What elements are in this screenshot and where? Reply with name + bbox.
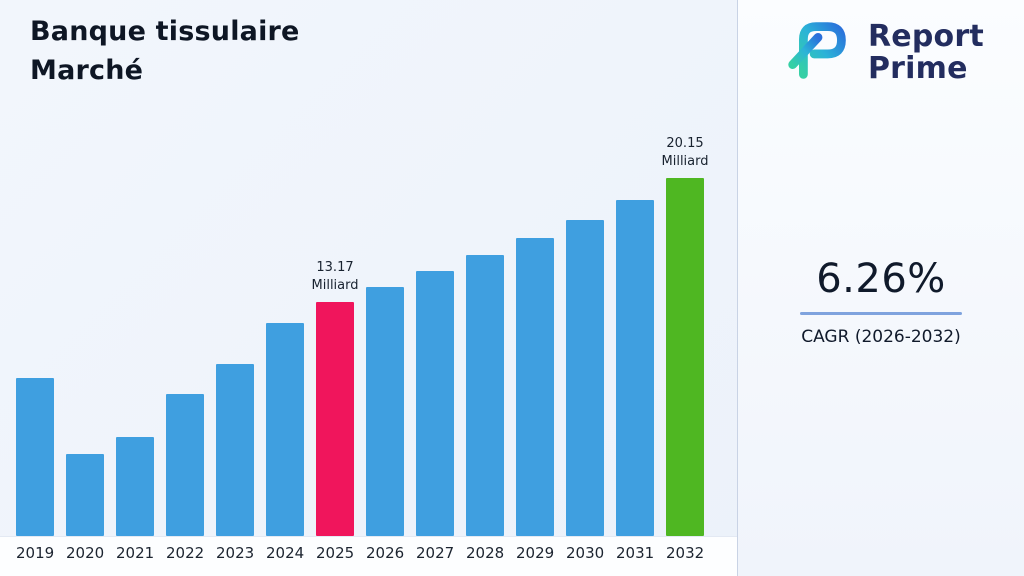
report-prime-logo-icon bbox=[780, 12, 858, 94]
bar-2031 bbox=[616, 200, 654, 536]
bar-value-annotation-2025: 13.17 Milliard bbox=[311, 260, 359, 294]
page-title: Banque tissulaire Marché bbox=[30, 12, 300, 90]
bar-column-2027 bbox=[416, 271, 454, 536]
bar-2030 bbox=[566, 220, 604, 536]
chart-panel: Banque tissulaire Marché 13.17 Milliard 20… bbox=[0, 12, 737, 576]
cagr-underline-rule bbox=[800, 312, 962, 315]
page-title-line2: Marché bbox=[30, 55, 144, 87]
cagr-block: 6.26% CAGR (2026-2032) bbox=[738, 256, 1024, 347]
bar-column-2024 bbox=[266, 323, 304, 536]
x-tick-label-2028: 2028 bbox=[466, 544, 505, 562]
bar-2024 bbox=[266, 323, 304, 536]
cagr-value: 6.26% bbox=[816, 256, 946, 302]
logo-text-bottom: Prime bbox=[868, 51, 968, 86]
bar-column-2020 bbox=[66, 454, 104, 536]
x-tick-label-2029: 2029 bbox=[516, 544, 555, 562]
x-axis-strip: 2019 2020 2021 2022 2023 2024 2025 2026 2027 2028… bbox=[0, 536, 737, 576]
bar-chart: 13.17 Milliard 20.15 Milliard bbox=[16, 136, 709, 536]
logo-text-top: Report bbox=[868, 18, 984, 54]
x-tick-label-2022: 2022 bbox=[166, 544, 205, 562]
report-prime-logo: Report Prime bbox=[780, 12, 984, 94]
x-tick-label-2024: 2024 bbox=[266, 544, 305, 562]
cagr-label: CAGR (2026-2032) bbox=[801, 327, 961, 347]
bar-column-2025: 13.17 Milliard bbox=[312, 260, 359, 536]
bar-2020 bbox=[66, 454, 104, 536]
bar-2023 bbox=[216, 364, 254, 536]
bar-column-2029 bbox=[516, 238, 554, 536]
bar-column-2026 bbox=[366, 287, 404, 536]
x-tick-label-2027: 2027 bbox=[416, 544, 455, 562]
info-panel: Report Prime 6.26% CAGR (2026-2032) bbox=[737, 0, 1024, 576]
bar-2028 bbox=[466, 255, 504, 536]
bar-column-2031 bbox=[616, 200, 654, 536]
bar-column-2022 bbox=[166, 394, 204, 536]
bar-column-2019 bbox=[16, 378, 54, 536]
bar-2027 bbox=[416, 271, 454, 536]
bar-column-2023 bbox=[216, 364, 254, 536]
page-title-line1: Banque tissulaire bbox=[30, 16, 300, 47]
x-tick-label-2030: 2030 bbox=[566, 544, 605, 562]
bar-column-2032: 20.15 Milliard bbox=[662, 136, 709, 536]
bar-2019 bbox=[16, 378, 54, 536]
bar-2029 bbox=[516, 238, 554, 536]
x-tick-label-2023: 2023 bbox=[216, 544, 255, 562]
x-tick-label-2020: 2020 bbox=[66, 544, 105, 562]
bar-2022 bbox=[166, 394, 204, 536]
bar-2021 bbox=[116, 437, 154, 536]
x-tick-label-2031: 2031 bbox=[616, 544, 655, 562]
x-axis-labels: 2019 2020 2021 2022 2023 2024 2025 2026 2027 2028… bbox=[16, 537, 737, 562]
x-tick-label-2026: 2026 bbox=[366, 544, 405, 562]
bar-2032 bbox=[666, 178, 704, 536]
bar-value-annotation-2032: 20.15 Milliard bbox=[661, 136, 709, 170]
bar-2026 bbox=[366, 287, 404, 536]
x-tick-label-2032: 2032 bbox=[666, 544, 705, 562]
bar-column-2028 bbox=[466, 255, 504, 536]
report-prime-logo-text: Report Prime bbox=[868, 18, 984, 86]
bar-column-2030 bbox=[566, 220, 604, 536]
bar-2025 bbox=[316, 302, 354, 536]
x-tick-label-2021: 2021 bbox=[116, 544, 155, 562]
bar-column-2021 bbox=[116, 437, 154, 536]
x-tick-label-2025: 2025 bbox=[316, 544, 355, 562]
x-tick-label-2019: 2019 bbox=[16, 544, 55, 562]
